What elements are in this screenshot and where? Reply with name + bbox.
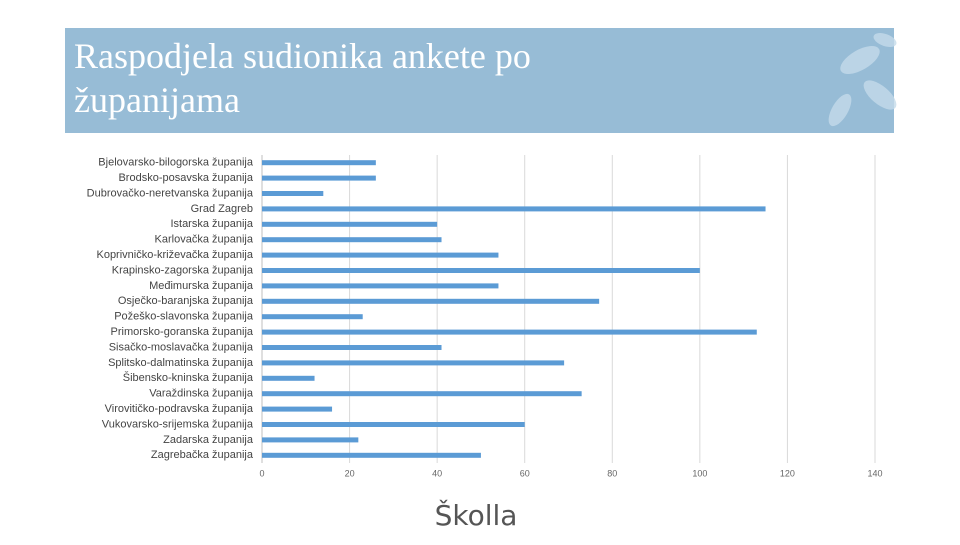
y-tick-label: Zadarska županija <box>163 434 254 446</box>
bar <box>262 175 376 181</box>
bar <box>262 375 315 381</box>
x-tick-label: 80 <box>607 468 617 478</box>
bar <box>262 206 766 212</box>
y-tick-label: Požeško-slavonska županija <box>114 311 254 323</box>
y-tick-label: Zagrebačka županija <box>151 449 254 461</box>
bar <box>262 391 582 397</box>
y-tick-label: Međimurska županija <box>149 280 254 292</box>
y-tick-label: Koprivničko-križevačka županija <box>96 249 253 261</box>
logo: Školla <box>435 498 518 532</box>
y-tick-label: Istarska županija <box>170 218 253 230</box>
bar <box>262 221 438 227</box>
bar <box>262 283 499 289</box>
y-tick-label: Varaždinska županija <box>149 388 254 400</box>
bar <box>262 252 499 258</box>
bar <box>262 360 565 366</box>
y-tick-label: Virovitičko-podravska županija <box>105 403 254 415</box>
y-tick-label: Šibensko-kninska županija <box>123 371 254 384</box>
y-tick-label: Grad Zagreb <box>191 203 253 215</box>
x-tick-label: 0 <box>259 468 264 478</box>
bar <box>262 191 324 196</box>
x-tick-label: 60 <box>520 468 530 478</box>
y-tick-label: Primorsko-goranska županija <box>111 326 254 338</box>
y-tick-label: Karlovačka županija <box>155 234 254 246</box>
y-tick-label: Dubrovačko-neretvanska županija <box>87 187 254 199</box>
y-tick-label: Vukovarsko-srijemska županija <box>102 418 254 430</box>
bar <box>262 314 363 320</box>
x-tick-label: 100 <box>692 468 707 478</box>
x-tick-label: 140 <box>867 468 882 478</box>
bar <box>262 452 481 458</box>
chart-title: Raspodjela sudionika ankete po županijama <box>74 36 531 120</box>
x-tick-label: 120 <box>780 468 795 478</box>
bar <box>262 160 376 166</box>
y-tick-label: Bjelovarsko-bilogorska županija <box>98 157 254 169</box>
y-tick-label: Krapinsko-zagorska županija <box>112 264 254 276</box>
title-band <box>65 28 894 133</box>
y-tick-label: Sisačko-moslavačka županija <box>109 341 254 353</box>
decoration <box>828 33 897 127</box>
bar <box>262 237 442 243</box>
bar <box>262 406 333 412</box>
bar <box>262 437 359 443</box>
bar <box>262 345 442 350</box>
bar <box>262 298 600 304</box>
y-tick-label: Splitsko-dalmatinska županija <box>108 357 254 369</box>
y-tick-label: Osječko-baranjska županija <box>118 295 254 307</box>
bar <box>262 422 525 427</box>
x-tick-label: 20 <box>345 468 355 478</box>
bar <box>262 329 757 335</box>
bar <box>262 268 700 273</box>
x-tick-label: 40 <box>432 468 442 478</box>
y-tick-label: Brodsko-posavska županija <box>118 172 253 184</box>
